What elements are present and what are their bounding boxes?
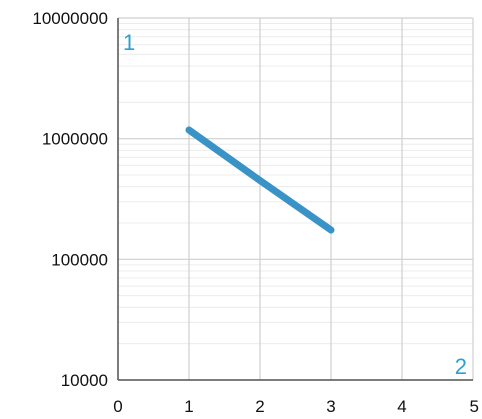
annotations: 12 [123, 30, 467, 379]
x-tick-label: 2 [255, 397, 264, 416]
y-tick-label: 100000 [51, 250, 108, 269]
axes [117, 18, 473, 381]
x-tick-label: 0 [113, 397, 122, 416]
series-line [185, 126, 335, 234]
x-tick-label: 5 [470, 397, 479, 416]
y-tick-label: 1000000 [42, 130, 108, 149]
corner-annotation: 2 [455, 354, 467, 379]
y-tick-label: 10000 [61, 371, 108, 390]
x-tick-label: 3 [326, 397, 335, 416]
series-layer [185, 126, 335, 234]
grid [117, 17, 474, 381]
y-tick-label: 10000000 [32, 9, 108, 28]
corner-annotation: 1 [123, 30, 135, 55]
x-tick-label: 1 [184, 397, 193, 416]
x-tick-label: 4 [397, 397, 406, 416]
